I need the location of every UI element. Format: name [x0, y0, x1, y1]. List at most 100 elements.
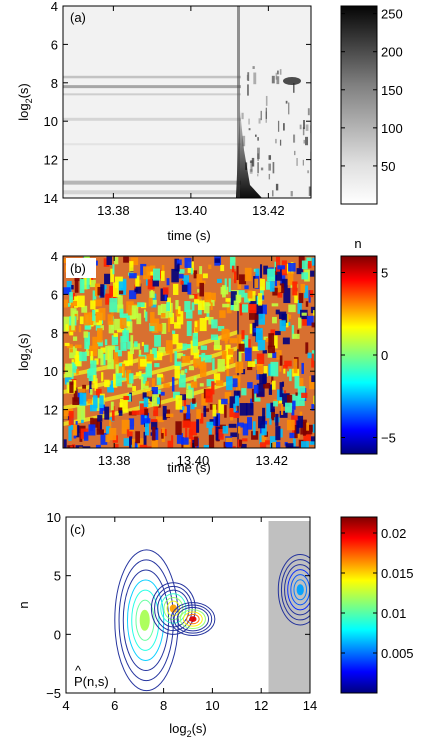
panel-b-cell [283, 390, 287, 394]
panel-b-cell [309, 290, 314, 298]
panel-b-cell [117, 328, 125, 333]
panel-b-cell [126, 301, 134, 316]
panel-b-cell [84, 312, 90, 326]
panel-b-cell [114, 443, 119, 448]
panel-b-cell [65, 363, 73, 378]
panel-b-cell [301, 441, 309, 448]
panel-b-cell [256, 353, 265, 364]
panel-b-cell [233, 271, 237, 284]
panel-c-contour-line [114, 549, 179, 692]
panel-b-cell [103, 284, 107, 290]
panel-b-cell [90, 360, 97, 376]
panel-b-cell [65, 324, 69, 331]
panel-b-cell [101, 353, 106, 366]
panel-b-cell [119, 317, 127, 329]
panel-b-cell [288, 262, 296, 272]
panel-c-ytick-label: −5 [46, 686, 61, 701]
panel-b-cell [189, 437, 192, 443]
panel-b-cell [199, 318, 207, 332]
panel-a-band [63, 85, 241, 89]
panel-a-ylabel-base: log [16, 103, 31, 120]
panel-b-cell [115, 339, 119, 344]
panel-b-cell [94, 260, 98, 266]
panel-b-cell [123, 256, 129, 263]
panel-b-cell [64, 342, 70, 347]
panel-c-contour-line [118, 559, 174, 682]
panel-b-cell [178, 274, 184, 279]
panel-b-cell [144, 344, 149, 353]
panel-b-cell [258, 416, 266, 429]
panel-a-speck [251, 157, 255, 167]
panel-b-cell [111, 335, 118, 346]
panel-b-cell [66, 280, 72, 294]
panel-b-cell [87, 332, 90, 345]
panel-b-cell [227, 348, 234, 355]
panel-b-x-ticks: 13.38 13.40 13.42 [98, 256, 288, 468]
panel-b-cell [145, 277, 149, 286]
panel-b-cell [76, 369, 79, 375]
panel-b-cell [99, 395, 104, 409]
panel-a-speck [241, 112, 244, 120]
panel-b-cell [187, 282, 192, 295]
panel-b-cell [88, 312, 94, 326]
panel-b-cell [233, 412, 240, 419]
panel-b-cell [94, 378, 98, 391]
panel-a-speck [293, 134, 296, 143]
panel-b-cell [109, 417, 115, 422]
panel-b-cell [226, 355, 230, 369]
panel-b-cell [99, 403, 104, 415]
panel-b-cell [83, 331, 89, 338]
panel-b-cell [242, 438, 248, 442]
panel-a-speck [283, 123, 285, 131]
panel-b-cell [220, 264, 225, 272]
panel-b-xlabel: time (s) [167, 460, 210, 475]
panel-a-speck [260, 110, 262, 121]
panel-b-cell [296, 420, 300, 434]
panel-b-cell [271, 303, 279, 307]
panel-a-speck [258, 118, 261, 124]
panel-b-cell [292, 437, 296, 448]
panel-b-cell [127, 321, 133, 333]
panel-b-cell [251, 431, 259, 440]
panel-b-cell [113, 357, 119, 369]
panel-b-cell [84, 336, 90, 350]
panel-b-cell [287, 371, 290, 377]
panel-b-cell [158, 323, 163, 332]
panel-b-cbar-tick-label: 0 [381, 348, 388, 363]
panel-b-cell [285, 443, 294, 448]
panel-b-cell [281, 278, 288, 289]
panel-b-cell [93, 418, 98, 428]
panel-b-cell [241, 388, 247, 396]
panel-b-cell [239, 439, 243, 447]
panel-b-cell [112, 264, 115, 275]
panel-b-cell [105, 345, 108, 361]
panel-a-speck [257, 147, 260, 160]
panel-b-cell [289, 368, 292, 382]
panel-b-cell [79, 392, 87, 406]
panel-c-annotation-hat: ^ [75, 663, 82, 678]
panel-b-cell [285, 402, 292, 413]
panel-c-contour-line [186, 613, 200, 625]
panel-c-y-ticks: 10 5 0 −5 [46, 510, 310, 701]
panel-b-cell [88, 424, 96, 436]
panel-b-cell [182, 275, 189, 285]
panel-b-cell [96, 388, 102, 398]
panel-a-speck [248, 128, 251, 131]
panel-b-ytick-label: 12 [44, 403, 58, 418]
panel-b-cell [74, 279, 79, 293]
panel-a-cbar-tick-label: 50 [381, 159, 395, 174]
panel-b-cell [123, 322, 127, 336]
panel-a-speck [272, 190, 274, 197]
panel-c-contour-line [287, 569, 310, 611]
panel-b-cell [294, 424, 298, 439]
panel-b-cell [194, 436, 199, 447]
panel-a-speck [299, 124, 302, 130]
panel-b-cell [107, 385, 114, 393]
panel-b-cell [90, 417, 94, 431]
panel-b-cell [68, 426, 72, 441]
panel-b-xtick-label: 13.42 [255, 453, 288, 468]
panel-b-cell [311, 375, 315, 383]
panel-b-cell [235, 294, 242, 303]
panel-b-cell [228, 423, 237, 428]
panel-b-cell [267, 345, 275, 354]
